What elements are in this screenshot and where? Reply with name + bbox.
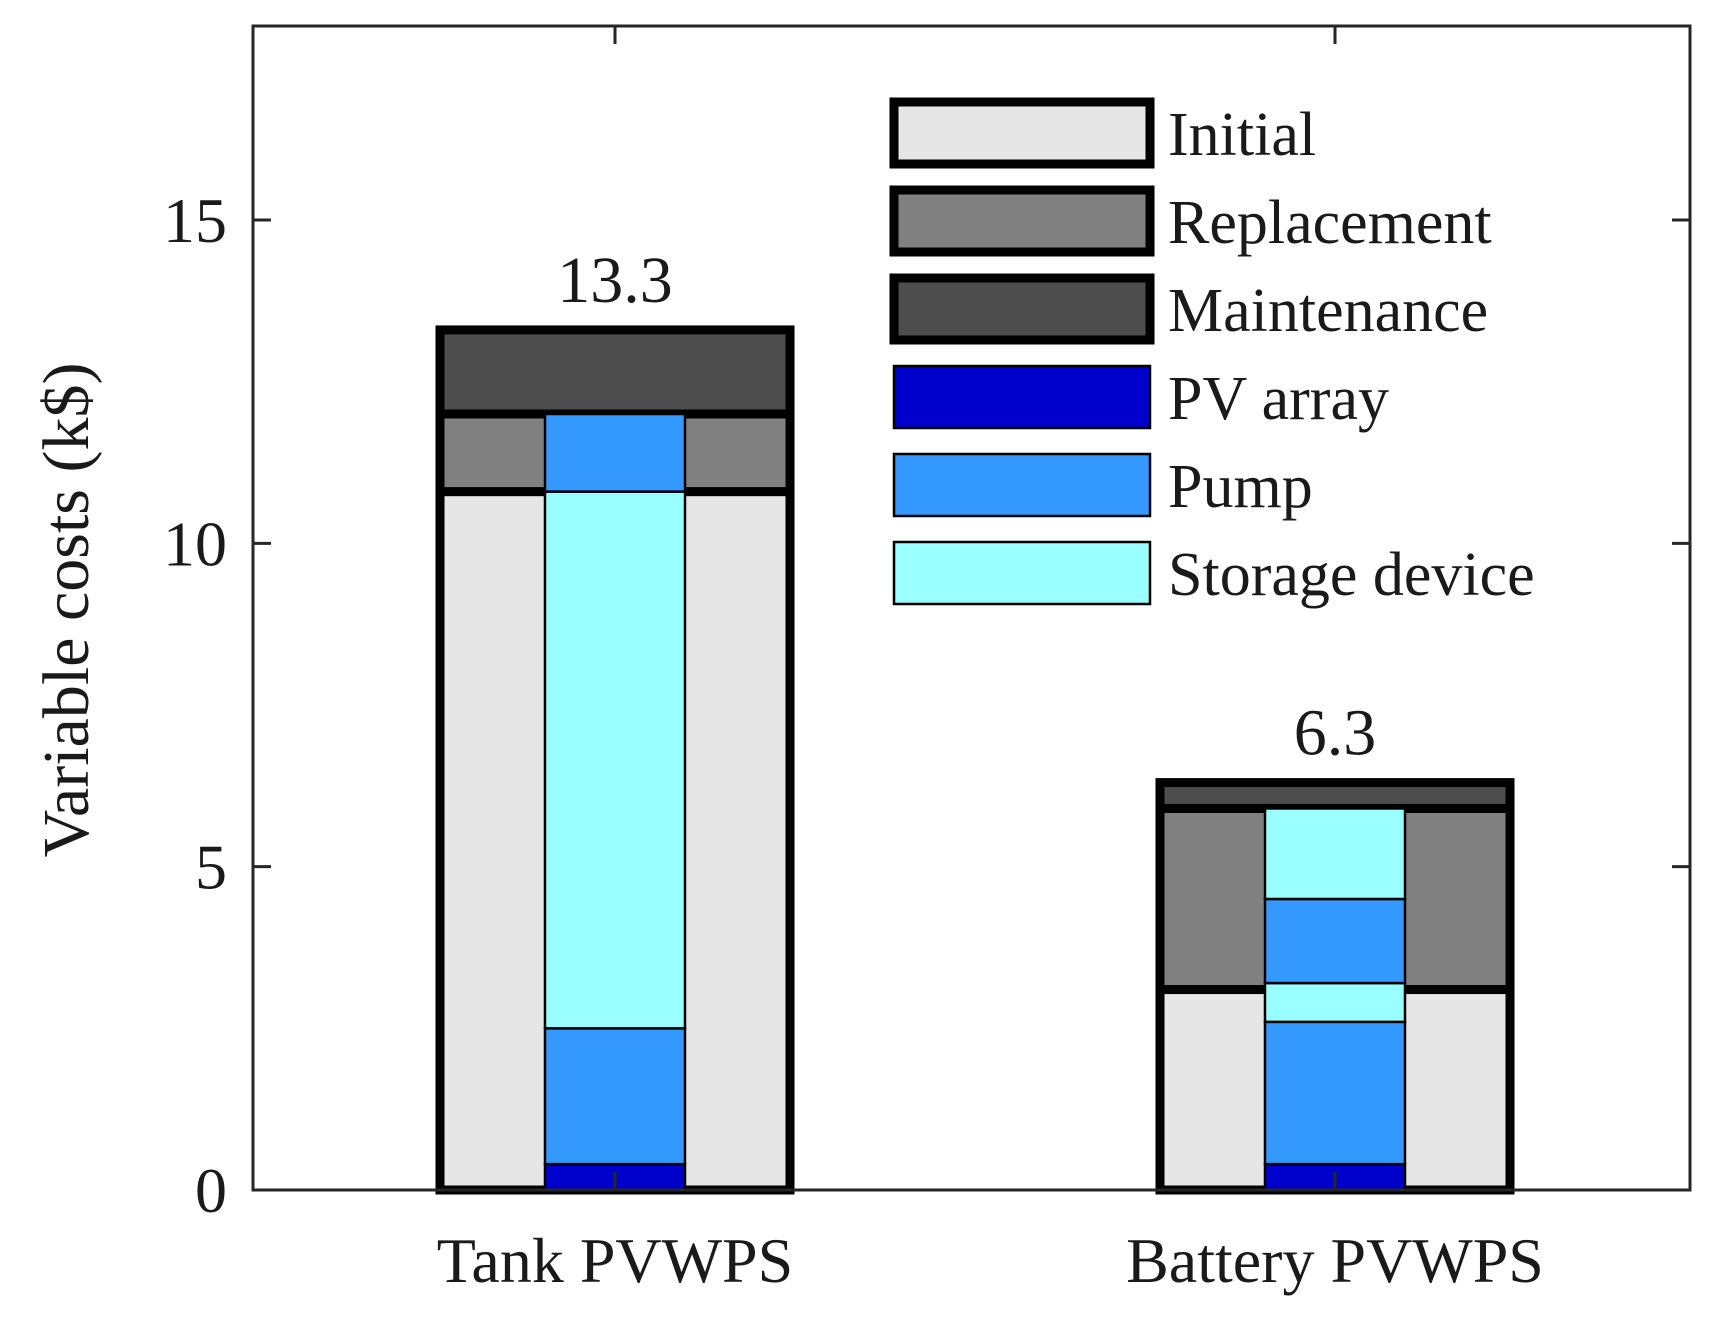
bar-segment-maintenance-0	[435, 325, 795, 419]
y-tick-label-2: 10	[163, 508, 227, 579]
component-segment-storage-device-1-2	[1263, 981, 1407, 1024]
x-tick-label-0: Tank PVWPS	[437, 1225, 793, 1296]
legend-swatch-replacement	[889, 185, 1155, 257]
y-tick-label-1: 5	[195, 832, 227, 903]
legend-swatch-pv-array	[892, 364, 1152, 430]
component-segment-pump-1-3	[1263, 897, 1407, 985]
legend-swatch-maintenance	[889, 273, 1155, 345]
bars-group: 13.3 6.3	[435, 244, 1515, 1195]
component-segment-storage-device-0-2	[543, 490, 687, 1030]
legend-swatch-pump	[892, 452, 1152, 518]
component-segment-pump-0-1	[543, 1027, 687, 1166]
y-tick-label-0: 0	[195, 1155, 227, 1226]
x-tick-label-1: Battery PVWPS	[1126, 1225, 1544, 1296]
axes-box	[251, 24, 1692, 1192]
component-segment-pump-0-3	[543, 412, 687, 493]
legend-label-initial: Initial	[1168, 101, 1316, 169]
legend-label-pump: Pump	[1168, 453, 1313, 521]
y-tick-label-3: 15	[163, 185, 227, 256]
legend-label-storage-device: Storage device	[1168, 541, 1535, 609]
legend-label-maintenance: Maintenance	[1168, 277, 1488, 345]
legend-label-replacement: Replacement	[1168, 189, 1492, 257]
total-label-1: 6.3	[1294, 697, 1377, 770]
total-label-0: 13.3	[557, 244, 673, 317]
legend-swatch-storage-device	[892, 540, 1152, 606]
bar-segment-maintenance-1	[1155, 778, 1515, 813]
legend: Initial Replacement Maintenance PV array Pum…	[889, 97, 1535, 609]
component-segment-storage-device-1-4	[1263, 807, 1407, 901]
axes-group: Tank PVWPS Battery PVWPS 0 5 10 15	[163, 24, 1692, 1296]
component-segment-pump-1-1	[1263, 1020, 1407, 1166]
y-axis-label: Variable costs (k$)	[30, 363, 103, 858]
legend-swatch-initial	[889, 97, 1155, 169]
legend-label-pv-array: PV array	[1168, 365, 1389, 433]
